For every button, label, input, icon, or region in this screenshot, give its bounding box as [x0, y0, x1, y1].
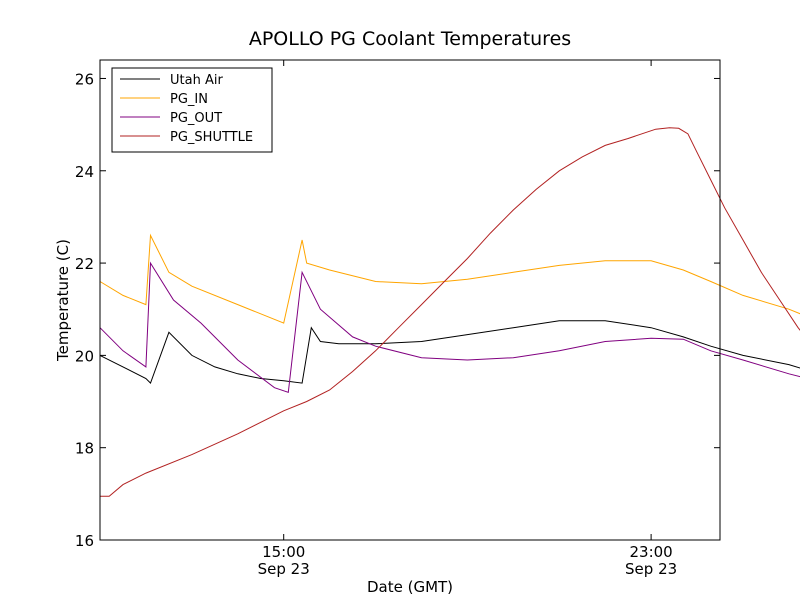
plot-frame	[99, 59, 721, 541]
y-tick-label: 24	[75, 163, 94, 181]
legend-label: PG_IN	[170, 92, 208, 107]
y-tick-label: 16	[75, 532, 94, 550]
x-tick-label-date: Sep 23	[625, 560, 677, 578]
legend-label: Utah Air	[170, 73, 223, 88]
legend-box	[111, 67, 273, 153]
x-tick-label-time: 15:00	[262, 543, 305, 561]
y-tick-label: 18	[75, 440, 94, 458]
y-tick-label: 26	[75, 70, 94, 88]
chart-title: APOLLO PG Coolant Temperatures	[249, 28, 571, 50]
legend: Utah Air PG_IN PG_OUT PG_SHUTTLE	[111, 67, 273, 153]
series-layer	[99, 127, 800, 497]
y-tick-label: 20	[75, 347, 94, 365]
series-line-utah-air	[99, 320, 800, 385]
legend-label: PG_OUT	[170, 111, 222, 126]
series-line-pg-in	[99, 233, 800, 324]
x-tick-label-time: 23:00	[629, 543, 672, 561]
series-line-pg-shuttle	[100, 127, 800, 497]
x-tick-label-date: Sep 23	[258, 560, 310, 578]
x-axis-label: Date (GMT)	[367, 578, 453, 596]
y-tick-label: 22	[75, 255, 94, 273]
series-line-pg-out	[99, 261, 800, 393]
legend-label: PG_SHUTTLE	[170, 130, 253, 145]
y-axis-label: Temperature (C)	[54, 239, 72, 362]
